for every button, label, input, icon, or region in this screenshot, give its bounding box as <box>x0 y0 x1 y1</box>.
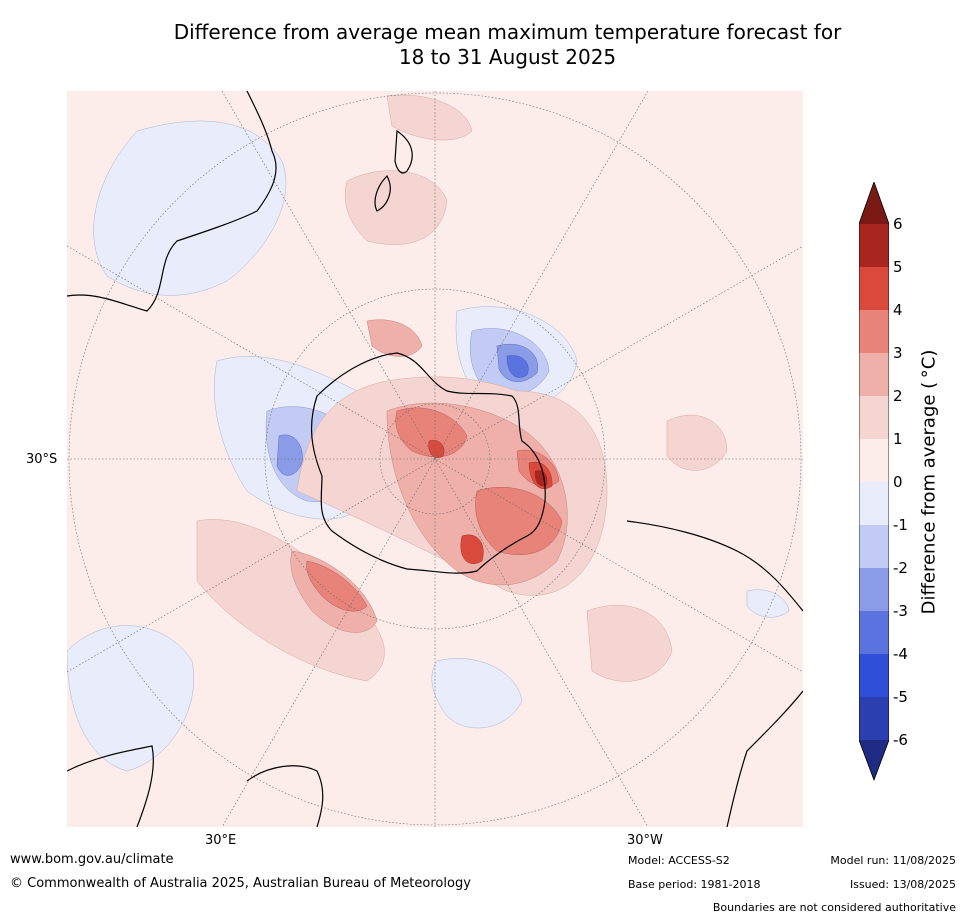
region-ross-mid <box>366 319 423 357</box>
region-indian-sector-strong <box>306 560 368 612</box>
colorbar-bin-m1-0 <box>859 482 889 525</box>
coastline-africa <box>67 745 154 827</box>
region-bellingshausen-core <box>460 534 484 564</box>
footer-url: www.bom.gov.au/climate <box>10 852 174 867</box>
colorbar-bin-m6-m5 <box>859 697 889 740</box>
colorbar-tick-m4: -4 <box>893 645 908 663</box>
colorbar-tick-m3: -3 <box>893 602 908 620</box>
colorbar-extend-bottom <box>859 740 889 780</box>
region-antarctic-peninsula-strong <box>395 407 468 458</box>
coastline-south-africa-tip <box>246 765 324 827</box>
graticule <box>67 91 803 827</box>
colorbar-tick-4: 4 <box>893 301 903 319</box>
latitude-circle-60s <box>264 288 606 630</box>
region-new-zealand-warm <box>344 170 448 245</box>
map-title: Difference from average mean maximum tem… <box>0 20 965 70</box>
region-atlantic-warm <box>666 414 728 471</box>
colorbar-tick-0: 0 <box>893 473 903 491</box>
colorbar <box>859 182 889 782</box>
colorbar-tick-m2: -2 <box>893 559 908 577</box>
coastline-australia <box>67 91 277 312</box>
colorbar-outline <box>859 182 889 782</box>
colorbar-tick-3: 3 <box>893 344 903 362</box>
region-south-america-cool <box>746 589 790 618</box>
footer-disclaimer: Boundaries are not considered authoritat… <box>712 901 956 914</box>
region-weddell-core <box>506 355 529 378</box>
colorbar-bin-2-3 <box>859 353 889 396</box>
colorbar-tick-1: 1 <box>893 430 903 448</box>
longitude-label-east: 30°E <box>205 833 237 848</box>
title-line-1: Difference from average mean maximum tem… <box>173 20 842 44</box>
colorbar-bin-5-6 <box>859 224 889 267</box>
colorbar-bin-m2-m1 <box>859 525 889 568</box>
coastline-new-zealand-south <box>374 175 391 212</box>
region-bellingshausen-strong <box>475 487 563 555</box>
cool-anomaly-core <box>506 355 529 378</box>
colorbar-tick-5: 5 <box>893 258 903 276</box>
coastline-new-zealand-north <box>394 129 413 174</box>
colorbar-bin-0-1 <box>859 439 889 482</box>
warm-anomaly-strong <box>306 407 563 612</box>
region-australia-cool <box>93 120 287 296</box>
region-east-antarctica-strong <box>276 434 303 476</box>
footer-issued: Issued: 13/08/2025 <box>849 878 956 891</box>
latitude-circle-30s <box>68 92 802 826</box>
colorbar-bin-3-4 <box>859 310 889 353</box>
colorbar-tick-m6: -6 <box>893 731 908 749</box>
colorbar-tick-m1: -1 <box>893 516 908 534</box>
coastline-antarctica <box>310 352 546 574</box>
coastlines <box>67 91 803 827</box>
colorbar-tick-m5: -5 <box>893 688 908 706</box>
latitude-label: 30°S <box>26 452 58 467</box>
region-indian-ocean-cool <box>67 625 194 772</box>
colorbar-extend-top <box>859 182 889 224</box>
footer-copyright: © Commonwealth of Australia 2025, Austra… <box>10 876 471 891</box>
title-line-2: 18 to 31 August 2025 <box>398 45 617 69</box>
footer-model: Model: ACCESS-S2 <box>628 854 730 867</box>
longitude-label-west: 30°W <box>627 833 663 848</box>
footer-base-period: Base period: 1981-2018 <box>628 878 761 891</box>
colorbar-label: Difference from average ( °C) <box>918 349 940 615</box>
colorbar-bin-m3-m2 <box>859 568 889 611</box>
region-peninsula-core <box>428 440 445 458</box>
colorbar-bin-4-5 <box>859 267 889 310</box>
colorbar-tick-2: 2 <box>893 387 903 405</box>
colorbar-bin-1-2 <box>859 396 889 439</box>
colorbar-bin-m5-m4 <box>859 654 889 697</box>
region-tasman-warm <box>386 94 473 141</box>
region-indian-ocean-warm <box>196 519 385 682</box>
colorbar-bin-m4-m3 <box>859 611 889 654</box>
colorbar-tick-6: 6 <box>893 215 903 233</box>
polar-map <box>67 91 803 827</box>
coastline-south-america <box>626 520 803 827</box>
region-south-pacific-warm <box>586 605 673 682</box>
map-svg <box>67 91 803 827</box>
region-south-pacific-cool <box>431 658 523 729</box>
footer-model-run: Model run: 11/08/2025 <box>830 854 956 867</box>
